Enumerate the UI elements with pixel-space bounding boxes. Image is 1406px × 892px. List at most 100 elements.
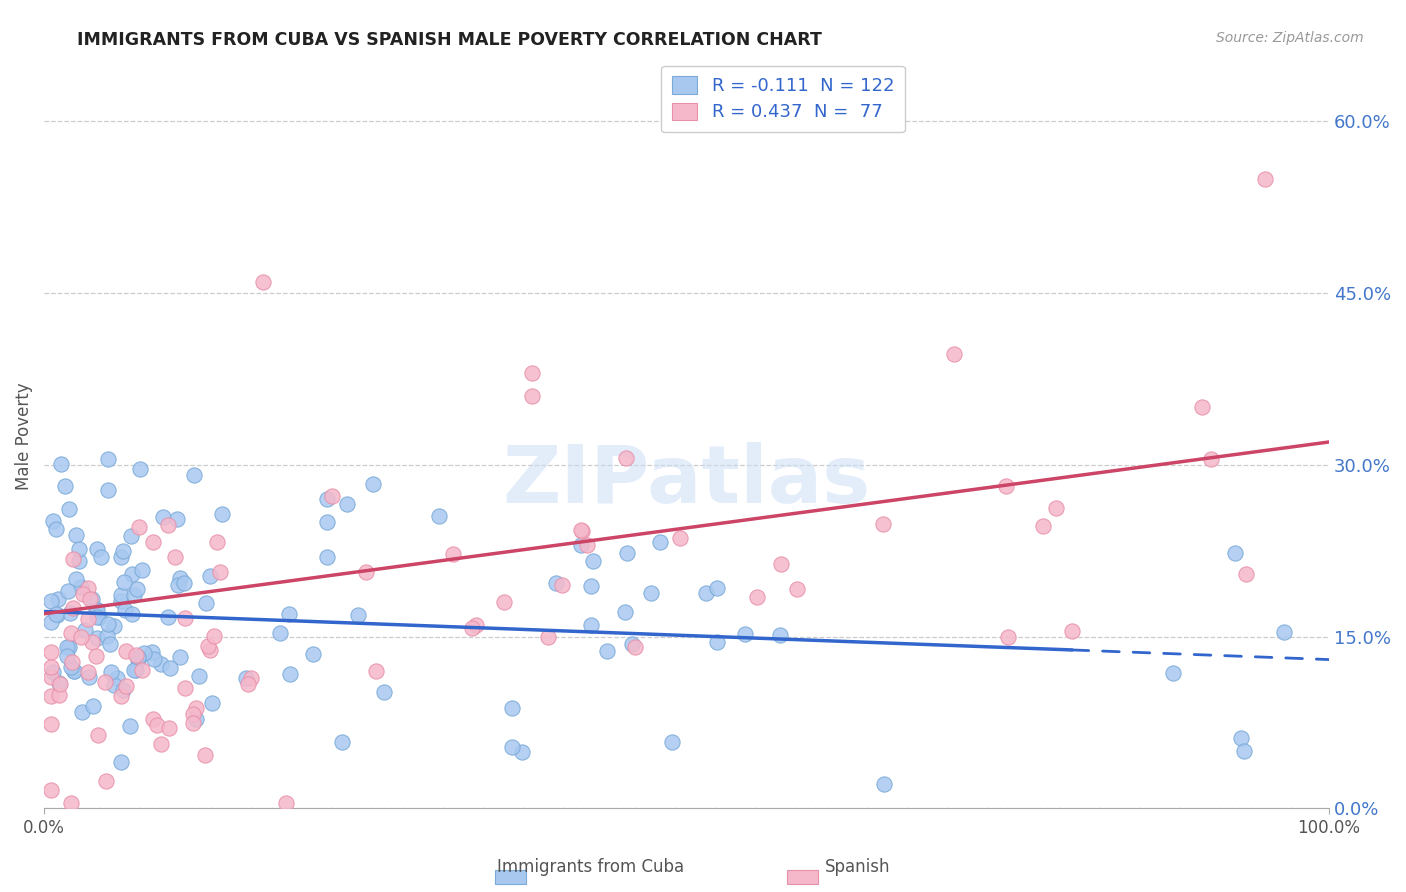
Point [39, 689, 62, 703]
Point [152, 509, 174, 524]
Point [103, 619, 125, 633]
Point [65, 528, 87, 542]
Point [623, 640, 645, 654]
Point [579, 579, 602, 593]
Point [125, 582, 148, 597]
Point [127, 653, 149, 667]
Point [46, 591, 69, 606]
Point [56, 648, 79, 663]
Point [60, 660, 83, 674]
Point [661, 734, 683, 748]
Point [706, 582, 728, 596]
Text: Source: ZipAtlas.com: Source: ZipAtlas.com [1216, 31, 1364, 45]
Point [194, 596, 217, 610]
Point [39, 645, 62, 659]
Point [115, 644, 138, 658]
Point [330, 735, 353, 749]
Text: ZIPatlas: ZIPatlas [502, 442, 870, 520]
Point [166, 512, 188, 526]
Point [184, 701, 207, 715]
Point [112, 544, 135, 558]
Point [465, 618, 488, 632]
Legend: R = -0.111  N = 122, R = 0.437  N =  77: R = -0.111 N = 122, R = 0.437 N = 77 [661, 66, 905, 132]
Point [373, 685, 395, 699]
Point [49, 677, 72, 691]
Point [1161, 665, 1184, 680]
Point [87, 727, 110, 741]
Point [252, 275, 274, 289]
Point [70, 580, 93, 594]
Point [579, 618, 602, 632]
Point [461, 621, 484, 635]
Point [45, 522, 67, 536]
Point [166, 578, 188, 592]
Point [39, 594, 62, 608]
Point [640, 585, 662, 599]
Point [141, 645, 163, 659]
Point [110, 588, 132, 602]
Point [72, 705, 94, 719]
Point [747, 590, 769, 604]
Point [48, 676, 70, 690]
Point [522, 366, 544, 380]
Point [441, 547, 464, 561]
Point [1233, 744, 1256, 758]
Point [614, 451, 637, 466]
Point [157, 721, 180, 735]
Point [82, 591, 104, 606]
Point [105, 671, 128, 685]
Point [150, 737, 173, 751]
Point [48, 688, 70, 702]
Point [427, 508, 450, 523]
Point [873, 777, 896, 791]
Point [142, 712, 165, 726]
Point [582, 553, 605, 567]
Point [125, 648, 148, 662]
Point [125, 663, 148, 677]
Point [1199, 452, 1222, 467]
Point [56, 640, 79, 654]
Y-axis label: Male Poverty: Male Poverty [15, 383, 32, 490]
Point [501, 700, 523, 714]
Point [120, 529, 142, 543]
Point [127, 649, 149, 664]
Point [79, 592, 101, 607]
Point [1230, 731, 1253, 745]
Point [616, 547, 638, 561]
Point [39, 782, 62, 797]
Point [82, 634, 104, 648]
Point [142, 535, 165, 549]
Point [169, 571, 191, 585]
Point [100, 665, 122, 679]
Point [494, 595, 516, 609]
Point [42, 514, 65, 528]
Point [121, 607, 143, 621]
Point [770, 557, 793, 571]
Point [173, 611, 195, 625]
Point [59, 606, 82, 620]
Point [571, 524, 593, 539]
Text: IMMIGRANTS FROM CUBA VS SPANISH MALE POVERTY CORRELATION CHART: IMMIGRANTS FROM CUBA VS SPANISH MALE POV… [77, 31, 823, 49]
Point [89, 609, 111, 624]
Point [363, 476, 385, 491]
Point [39, 660, 62, 674]
Point [67, 553, 90, 567]
Point [45, 607, 67, 621]
Point [86, 610, 108, 624]
Point [354, 565, 377, 579]
Point [544, 576, 567, 591]
Point [62, 600, 84, 615]
Point [198, 569, 221, 583]
Point [131, 563, 153, 577]
Point [103, 678, 125, 692]
Point [188, 669, 211, 683]
Point [86, 631, 108, 645]
Point [569, 523, 592, 537]
Point [198, 642, 221, 657]
Point [276, 796, 298, 810]
Point [118, 719, 141, 733]
Point [512, 745, 534, 759]
Point [39, 716, 62, 731]
Point [86, 541, 108, 556]
Point [90, 549, 112, 564]
